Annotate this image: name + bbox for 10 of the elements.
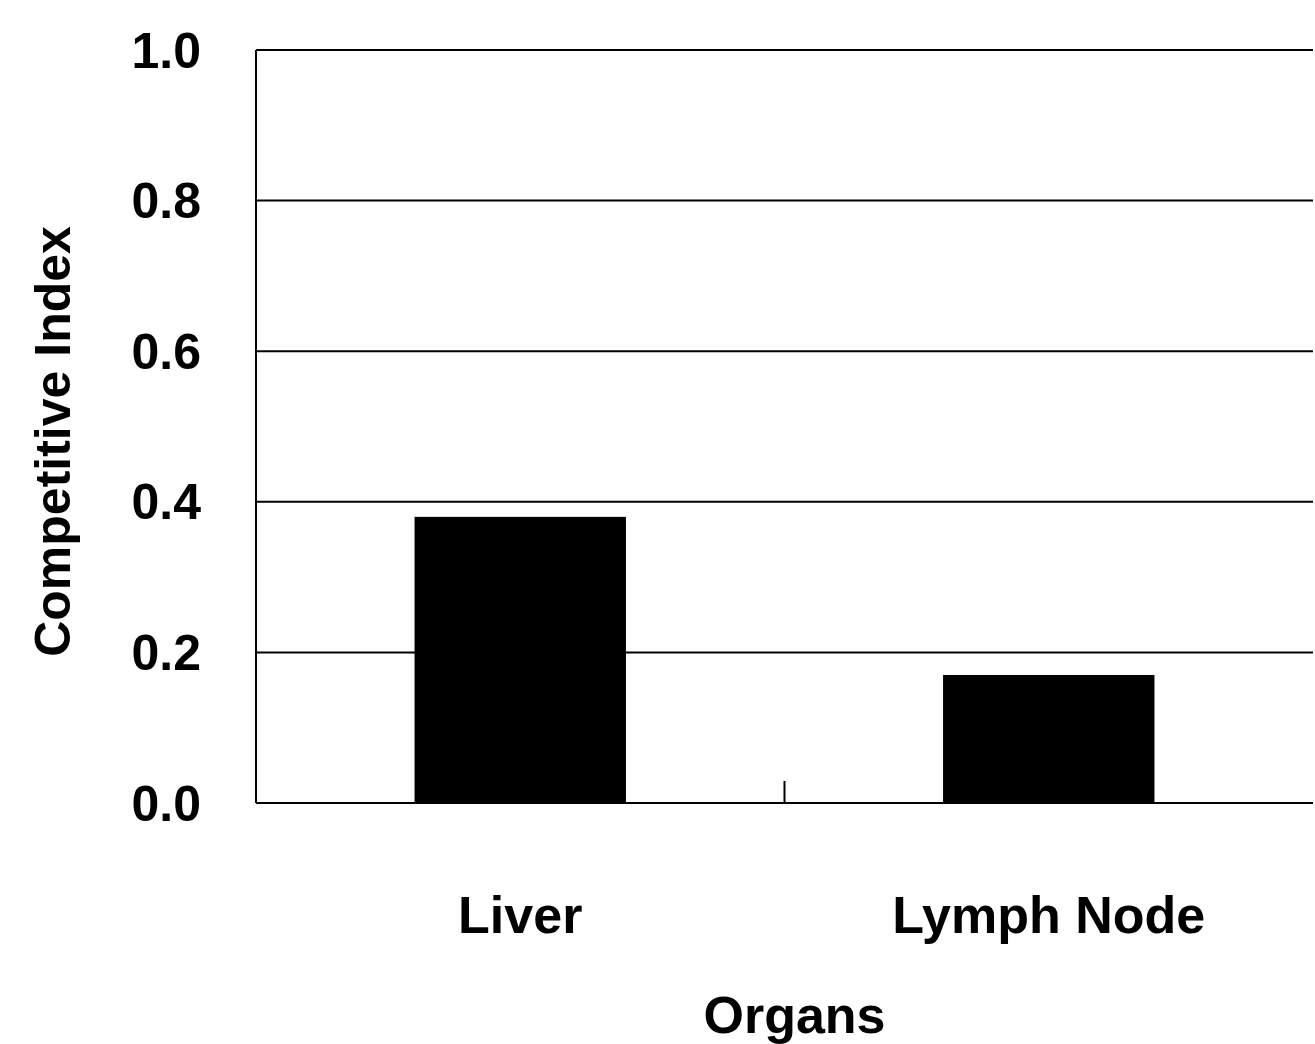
y-tick-label: 0.0 [131,775,201,832]
x-tick-label: Liver [458,886,583,944]
y-tick-label: 0.8 [131,173,201,230]
y-tick-label: 0.4 [131,474,202,531]
y-axis-title: Competitive Index [25,225,81,657]
x-tick-label: Lymph Node [892,886,1206,944]
x-axis-title: Organs [703,986,886,1044]
y-tick-label: 0.6 [131,323,201,380]
y-tick-label: 0.2 [131,624,201,681]
y-tick-label: 1.0 [131,22,201,79]
